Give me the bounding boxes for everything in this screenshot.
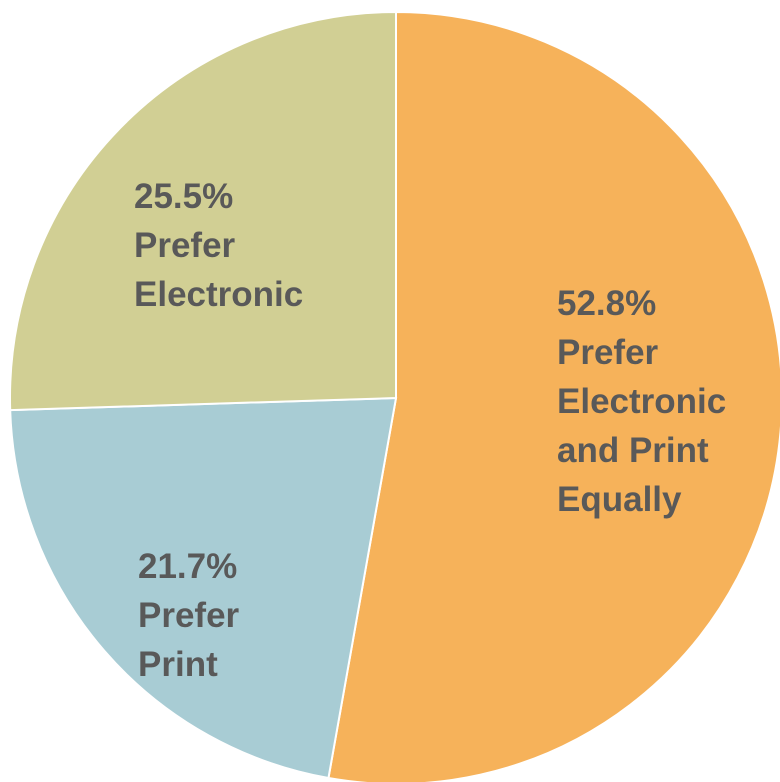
pie-slice-label-3: 25.5% Prefer Electronic — [134, 177, 303, 314]
pie-slices — [9, 10, 780, 782]
pie-slice-label-line: 21.7% — [138, 547, 237, 586]
pie-slice-label-line: Prefer — [557, 333, 659, 372]
pie-slice-2 — [9, 396, 398, 780]
pie-labels: 52.8% Prefer Electronic and Print Equally 21.… — [134, 177, 726, 684]
pie-slice-label-line: Equally — [557, 480, 682, 519]
pie-slice-label-line: 25.5% — [134, 177, 233, 216]
pie-slice-label-1: 52.8% Prefer Electronic and Print Equally — [557, 284, 726, 519]
pie-slice-label-line: Print — [138, 645, 218, 684]
pie-slice-label-2: 21.7% Prefer Print — [138, 547, 240, 684]
pie-slice-3 — [9, 10, 397, 412]
pie-slice-label-line: Electronic — [557, 382, 726, 421]
pie-slice-1 — [327, 10, 780, 782]
pie-slice-label-line: Electronic — [134, 275, 303, 314]
pie-slice-label-line: 52.8% — [557, 284, 656, 323]
pie-slice-label-line: and Print — [557, 431, 709, 470]
pie-slice-label-line: Prefer — [138, 596, 240, 635]
pie-slice-label-line: Prefer — [134, 226, 236, 265]
